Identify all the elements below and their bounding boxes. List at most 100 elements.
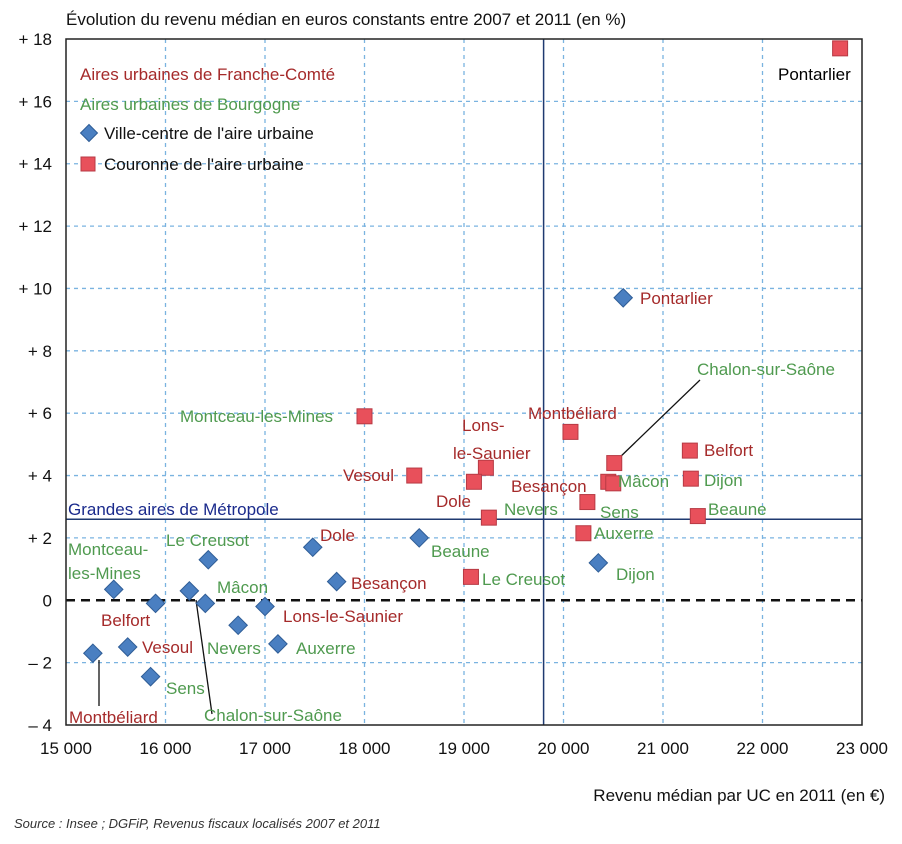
leader-line — [195, 599, 213, 715]
point-label: Lons-le-Saunier — [283, 607, 403, 626]
data-point-diamond — [195, 593, 216, 614]
point-label: Belfort — [101, 611, 150, 630]
y-tick-label: + 10 — [18, 279, 52, 298]
y-tick-label: + 8 — [28, 342, 52, 361]
data-point-square — [579, 494, 596, 511]
point-label: le-Saunier — [453, 444, 531, 463]
x-tick-label: 19 000 — [438, 739, 490, 758]
data-point-square — [477, 459, 494, 476]
data-point-diamond — [302, 537, 323, 558]
plot-frame — [65, 38, 863, 726]
x-tick-label: 21 000 — [637, 739, 689, 758]
point-label: Dijon — [704, 471, 743, 490]
data-point-square — [406, 467, 423, 484]
point-label: Montceau-les-Mines — [180, 407, 333, 426]
legend-entry-label: Aires urbaines de Bourgogne — [80, 95, 300, 114]
data-point-square — [681, 442, 698, 459]
y-tick-label: + 6 — [28, 404, 52, 423]
point-label: Montbéliard — [69, 708, 158, 727]
point-label: Dijon — [616, 565, 655, 584]
data-point-diamond — [145, 593, 166, 614]
data-point-diamond — [613, 287, 634, 308]
legend-entry-label: Ville-centre de l'aire urbaine — [104, 124, 314, 143]
data-point-diamond — [255, 596, 275, 617]
data-point-diamond — [103, 579, 124, 600]
data-point-diamond — [326, 571, 347, 592]
point-label: Chalon-sur-Saône — [697, 360, 835, 379]
point-label: Mâcon — [217, 578, 268, 597]
data-point-square — [832, 40, 849, 57]
legend-entry-label: Aires urbaines de Franche-Comté — [80, 65, 335, 84]
point-label: Vesoul — [142, 638, 193, 657]
axes: 15 000 16 000 17 000 18 000 19 000 20 000 21 0… — [18, 30, 888, 758]
reference-line-label: Grandes aires de Métropole — [68, 500, 279, 519]
point-label: Besançon — [511, 477, 587, 496]
point-label: Dole — [320, 526, 355, 545]
x-tick-label: 16 000 — [140, 739, 192, 758]
data-point-square — [575, 525, 592, 542]
chart-title: Évolution du revenu médian en euros cons… — [66, 10, 626, 29]
data-point-diamond — [82, 643, 103, 664]
y-tick-label: 0 — [43, 591, 52, 610]
point-label: Nevers — [504, 500, 558, 519]
data-point-square — [682, 470, 699, 487]
legend-marker-square — [80, 156, 96, 172]
source-note: Source : Insee ; DGFiP, Revenus fiscaux … — [14, 816, 381, 831]
point-label: Pontarlier — [640, 289, 713, 308]
data-point-square — [465, 473, 482, 490]
legend-marker-diamond — [79, 123, 99, 143]
point-label: les-Mines — [68, 564, 141, 583]
point-label: Pontarlier — [778, 65, 851, 84]
data-point-square — [605, 475, 622, 492]
y-tick-label: + 12 — [18, 217, 52, 236]
x-tick-label: 20 000 — [538, 739, 590, 758]
legend-entry-label: Couronne de l'aire urbaine — [104, 155, 304, 174]
point-label: Auxerre — [296, 639, 356, 658]
data-points — [82, 40, 849, 687]
point-label: Le Creusot — [166, 531, 249, 550]
point-label: Vesoul — [343, 466, 394, 485]
y-tick-label: + 14 — [18, 155, 52, 174]
x-tick-label: 15 000 — [40, 739, 92, 758]
legend: Aires urbaines de Franche-Comté Aires urb… — [79, 65, 335, 174]
point-label: Beaune — [708, 500, 767, 519]
point-label: Beaune — [431, 542, 490, 561]
point-label: Montceau- — [68, 540, 148, 559]
data-point-diamond — [140, 666, 161, 687]
data-point-diamond — [588, 552, 609, 573]
data-point-square — [606, 455, 623, 472]
data-point-square — [480, 509, 497, 526]
y-tick-label: + 4 — [28, 467, 52, 486]
point-label: Chalon-sur-Saône — [204, 706, 342, 725]
y-tick-label: + 18 — [18, 30, 52, 49]
y-tick-label: + 2 — [28, 529, 52, 548]
x-tick-label: 17 000 — [239, 739, 291, 758]
reference-lines: Grandes aires de Métropole — [66, 39, 862, 725]
data-point-diamond — [409, 528, 430, 548]
data-point-square — [562, 423, 579, 440]
point-labels: Pontarlier Pontarlier Chalon-sur-Saône Mont… — [68, 65, 851, 727]
point-label: Belfort — [704, 441, 753, 460]
point-label: Sens — [166, 679, 205, 698]
data-point-diamond — [117, 637, 138, 657]
y-tick-label: – 4 — [28, 716, 52, 735]
point-label: Montbéliard — [528, 404, 617, 423]
point-label: Nevers — [207, 639, 261, 658]
point-label: Dole — [436, 492, 471, 511]
point-label: Le Creusot — [482, 570, 565, 589]
data-point-diamond — [198, 549, 219, 570]
data-point-diamond — [268, 634, 288, 654]
y-tick-label: – 2 — [28, 654, 52, 673]
x-axis-label: Revenu médian par UC en 2011 (en €) — [593, 786, 885, 805]
leader-lines — [98, 379, 701, 715]
data-point-diamond — [228, 615, 249, 636]
x-tick-label: 23 000 — [836, 739, 888, 758]
data-point-square — [356, 408, 373, 425]
leader-line — [616, 379, 701, 461]
x-tick-label: 22 000 — [737, 739, 789, 758]
point-label: Auxerre — [594, 524, 654, 543]
data-point-square — [689, 508, 706, 525]
data-point-square — [462, 568, 479, 585]
point-label: Besançon — [351, 574, 427, 593]
